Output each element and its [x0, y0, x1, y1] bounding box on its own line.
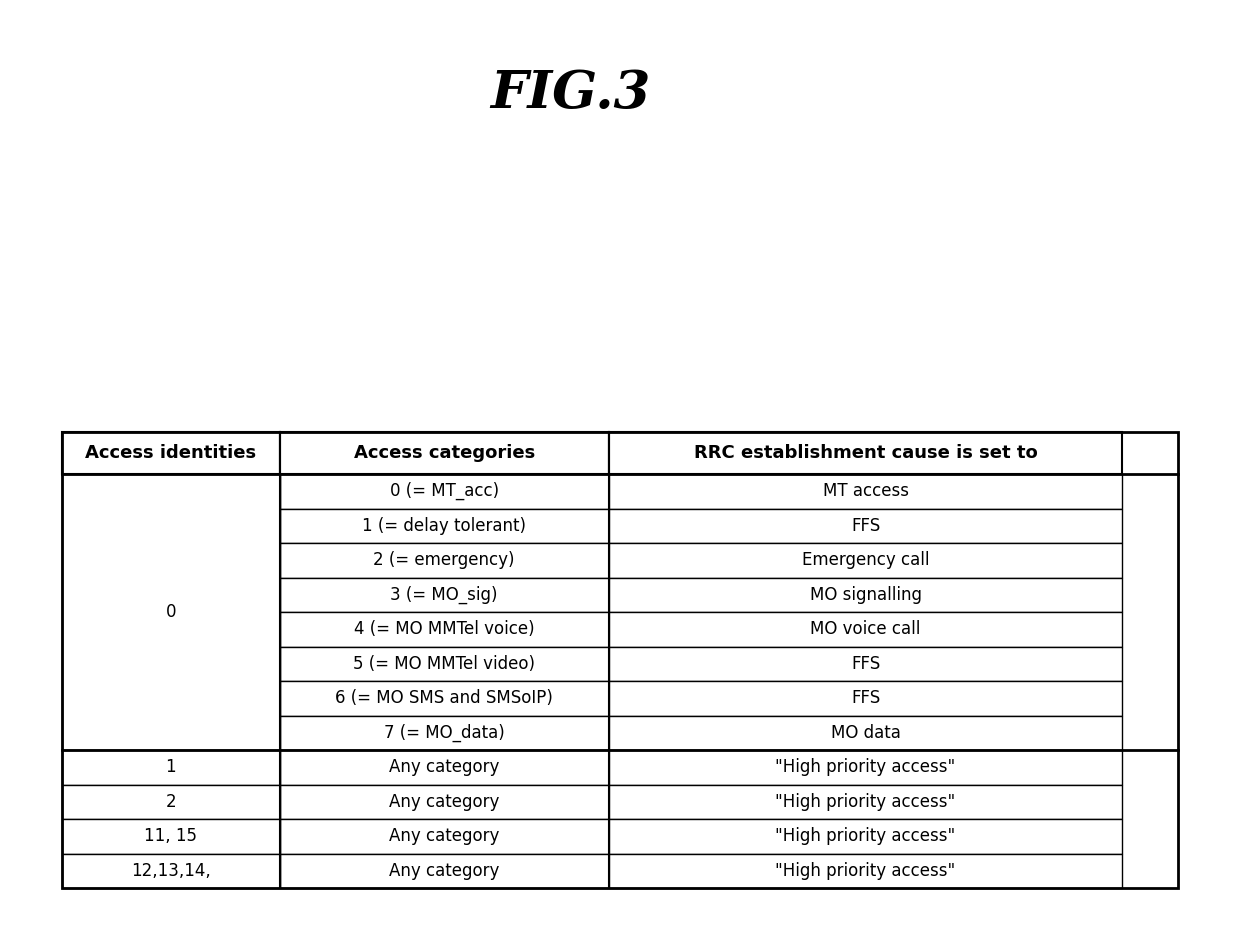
Text: 6 (= MO SMS and SMSoIP): 6 (= MO SMS and SMSoIP): [335, 690, 553, 707]
Text: Any category: Any category: [389, 862, 500, 880]
Bar: [280, 508, 609, 543]
Bar: [280, 474, 609, 508]
Text: Access identities: Access identities: [86, 444, 257, 462]
Bar: [609, 715, 1122, 750]
Text: 5 (= MO MMTel video): 5 (= MO MMTel video): [353, 655, 536, 673]
Text: Any category: Any category: [389, 792, 500, 810]
Bar: [280, 578, 609, 612]
Text: FFS: FFS: [851, 517, 880, 535]
Bar: [62, 853, 280, 888]
Text: RRC establishment cause is set to: RRC establishment cause is set to: [693, 444, 1038, 462]
Text: 11, 15: 11, 15: [144, 827, 197, 846]
Bar: [280, 681, 609, 715]
Text: 0: 0: [166, 603, 176, 621]
Bar: [280, 612, 609, 647]
Bar: [609, 543, 1122, 578]
Text: FIG.3: FIG.3: [490, 68, 650, 119]
Bar: [280, 750, 609, 785]
Bar: [609, 681, 1122, 715]
Bar: [280, 785, 609, 819]
Bar: [280, 853, 609, 888]
Text: 1 (= delay tolerant): 1 (= delay tolerant): [362, 517, 526, 535]
Text: "High priority access": "High priority access": [775, 758, 956, 776]
Text: 7 (= MO_data): 7 (= MO_data): [384, 724, 505, 742]
Bar: [609, 750, 1122, 785]
Text: MO data: MO data: [831, 724, 900, 742]
Text: MT access: MT access: [822, 483, 909, 501]
Text: Any category: Any category: [389, 827, 500, 846]
Bar: [609, 819, 1122, 853]
Bar: [280, 715, 609, 750]
Bar: [609, 474, 1122, 508]
Bar: [280, 543, 609, 578]
Bar: [62, 432, 1178, 888]
Bar: [609, 785, 1122, 819]
Text: 4 (= MO MMTel voice): 4 (= MO MMTel voice): [353, 620, 534, 638]
Text: FFS: FFS: [851, 655, 880, 673]
Bar: [62, 819, 280, 853]
Bar: [609, 853, 1122, 888]
Text: "High priority access": "High priority access": [775, 862, 956, 880]
Bar: [62, 474, 280, 750]
Text: MO voice call: MO voice call: [810, 620, 921, 638]
Text: Access categories: Access categories: [353, 444, 534, 462]
Text: 3 (= MO_sig): 3 (= MO_sig): [391, 585, 498, 604]
Text: MO signalling: MO signalling: [810, 586, 921, 604]
Bar: [280, 819, 609, 853]
Bar: [609, 432, 1122, 474]
Text: Any category: Any category: [389, 758, 500, 776]
Text: "High priority access": "High priority access": [775, 827, 956, 846]
Text: 1: 1: [165, 758, 176, 776]
Bar: [609, 508, 1122, 543]
Text: FFS: FFS: [851, 690, 880, 707]
Text: "High priority access": "High priority access": [775, 792, 956, 810]
Bar: [609, 578, 1122, 612]
Bar: [609, 647, 1122, 681]
Text: 12,13,14,: 12,13,14,: [131, 862, 211, 880]
Text: 2: 2: [165, 792, 176, 810]
Text: 0 (= MT_acc): 0 (= MT_acc): [389, 482, 498, 501]
Text: 2 (= emergency): 2 (= emergency): [373, 551, 515, 569]
Bar: [62, 750, 280, 785]
Bar: [62, 432, 280, 474]
Bar: [280, 647, 609, 681]
Bar: [62, 785, 280, 819]
Bar: [609, 612, 1122, 647]
Text: Emergency call: Emergency call: [802, 551, 929, 569]
Bar: [280, 432, 609, 474]
